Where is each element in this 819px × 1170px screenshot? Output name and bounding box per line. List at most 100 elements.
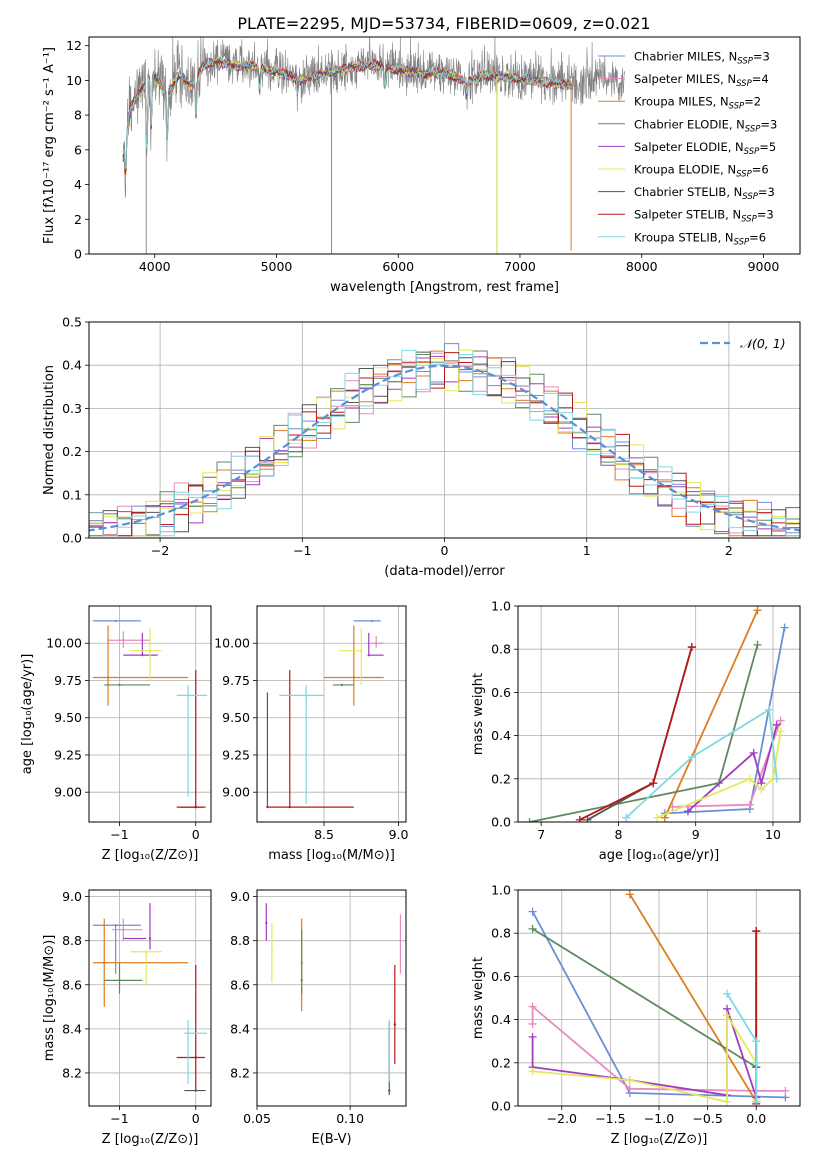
age-vs-Z-plot-area: [92, 619, 208, 809]
x-tick-label: 7000: [504, 259, 536, 274]
weight-vs-Z-panel: −2.0 −1.5 −1.0 −0.5 0.0 0.0 0.2 0.4 0.6 0.8 1.0 Z […: [471, 883, 801, 1147]
series-line: [726, 993, 758, 1102]
data-point: [114, 619, 117, 623]
panels: 4000 5000 6000 7000 8000 9000024681012wavelen…: [20, 36, 801, 1147]
series-line: [687, 724, 778, 812]
y-tick-label: 0.4: [62, 358, 82, 373]
axes-frame: [517, 605, 801, 823]
series-line: [532, 928, 757, 1068]
y-tick-label: 10.00: [214, 636, 250, 651]
data-point: [118, 683, 121, 687]
legend-label: Salpeter ELODIE, NSSP=5: [634, 140, 776, 157]
data-point: [399, 939, 402, 942]
normal-curve-line: [89, 364, 800, 532]
y-tick-label: 9.50: [54, 710, 82, 725]
y-tick-label: 0.2: [491, 1055, 511, 1070]
x-tick-label: 0: [192, 1111, 200, 1126]
data-point: [194, 1056, 197, 1059]
series-line: [663, 609, 759, 819]
series-marker: [528, 1067, 537, 1076]
data-point: [375, 642, 378, 645]
y-tick-label: 12: [66, 38, 82, 53]
y-tick-label: 0.6: [491, 685, 511, 700]
y-tick-label: 0.4: [491, 1012, 511, 1027]
y-axis-label: Normed distribution: [42, 365, 57, 495]
spectrum-plot-area: [122, 37, 625, 254]
series-marker: [622, 813, 631, 822]
y-axis-label: mass weight: [471, 673, 486, 755]
series-marker: [752, 1097, 761, 1106]
data-point: [186, 694, 190, 697]
data-point: [370, 619, 373, 623]
data-point: [393, 1023, 397, 1026]
data-point: [304, 694, 308, 697]
histogram-step-line: [89, 352, 800, 537]
y-tick-label: 0: [74, 247, 82, 262]
y-tick-label: 1.0: [491, 599, 511, 614]
y-tick-label: 10: [66, 73, 82, 88]
series-marker: [625, 1084, 634, 1093]
series-marker: [625, 890, 634, 899]
histogram-legend: 𝒩(0, 1): [700, 336, 786, 351]
series-marker: [653, 813, 662, 822]
series-marker: [687, 643, 696, 652]
y-tick-label: 0.1: [62, 487, 82, 502]
series-line: [529, 644, 759, 822]
spectrum-panel: 4000 5000 6000 7000 8000 9000 0 2 4 6 8 10 12 wavelen…: [42, 36, 801, 295]
series-marker: [528, 907, 537, 916]
y-tick-label: 9.75: [222, 673, 250, 688]
series-marker: [723, 989, 732, 998]
y-tick-label: 1.0: [491, 883, 511, 898]
y-axis-label: mass weight: [471, 957, 486, 1039]
series-marker: [723, 1011, 732, 1020]
x-tick-label: −1.5: [595, 1111, 625, 1126]
y-tick-label: 0.8: [491, 926, 511, 941]
series-line: [629, 893, 757, 1103]
y-tick-label: 0.6: [491, 969, 511, 984]
data-point: [144, 950, 148, 953]
model-spectrum-line: [122, 56, 573, 170]
y-axis-label: mass [log₁₀(M/M⊙)]: [42, 935, 57, 1062]
data-point: [118, 979, 121, 982]
weight-vs-age-panel: 7 8 9 10 0.0 0.2 0.4 0.6 0.8 1.0 age [log₁₀(age/yr…: [471, 599, 801, 863]
legend-label: Kroupa STELIB, NSSP=6: [634, 230, 766, 247]
mass-vs-ebv-plot-area: [265, 903, 402, 1095]
age-vs-Z-panel: −1 0 9.00 9.25 9.50 9.75 10.00 Z [log₁₀(Z/Z⊙)] a…: [20, 605, 212, 863]
data-point: [388, 1032, 391, 1035]
series-marker: [723, 1097, 732, 1106]
data-point: [300, 979, 303, 982]
legend-label: Salpeter STELIB, NSSP=3: [634, 208, 774, 225]
y-tick-label: 8.8: [62, 933, 82, 948]
data-point: [122, 639, 125, 642]
axes-frame: [256, 889, 407, 1107]
y-tick-label: 8: [74, 108, 82, 123]
legend-label: Chabrier MILES, NSSP=3: [634, 50, 770, 67]
data-point: [148, 937, 152, 940]
data-point: [367, 653, 370, 657]
series-marker: [780, 623, 789, 632]
x-tick-label: 8.5: [314, 827, 334, 842]
mass-vs-Z-plot-area: [92, 903, 208, 1092]
axes-frame: [517, 889, 801, 1107]
series-marker: [745, 800, 754, 809]
y-tick-label: 4: [74, 177, 82, 192]
x-axis-label: (data-model)/error: [384, 564, 505, 579]
x-tick-label: 4000: [139, 259, 171, 274]
weight-vs-Z-plot-area: [528, 890, 790, 1106]
series-marker: [781, 1086, 790, 1095]
histogram-panel: −2 −1 0 1 2 0.0 0.1 0.2 0.3 0.4 0.5 (data-model)/er…: [42, 315, 801, 579]
series-marker: [776, 716, 785, 725]
series-marker: [765, 705, 774, 714]
series-marker: [528, 924, 537, 933]
x-tick-label: 7: [537, 827, 545, 842]
x-axis-label: age [log₁₀(age/yr)]: [599, 848, 720, 863]
data-point: [186, 1032, 190, 1035]
x-tick-label: 6000: [382, 259, 414, 274]
y-axis-label: Flux [fλ10⁻¹⁷ erg cm⁻² s⁻¹ A⁻¹]: [42, 47, 57, 244]
series-marker: [683, 807, 692, 816]
y-tick-label: 8.2: [62, 1065, 82, 1080]
y-tick-label: 0.5: [62, 315, 82, 330]
x-tick-label: 9000: [748, 259, 780, 274]
x-tick-label: −1: [293, 543, 311, 558]
